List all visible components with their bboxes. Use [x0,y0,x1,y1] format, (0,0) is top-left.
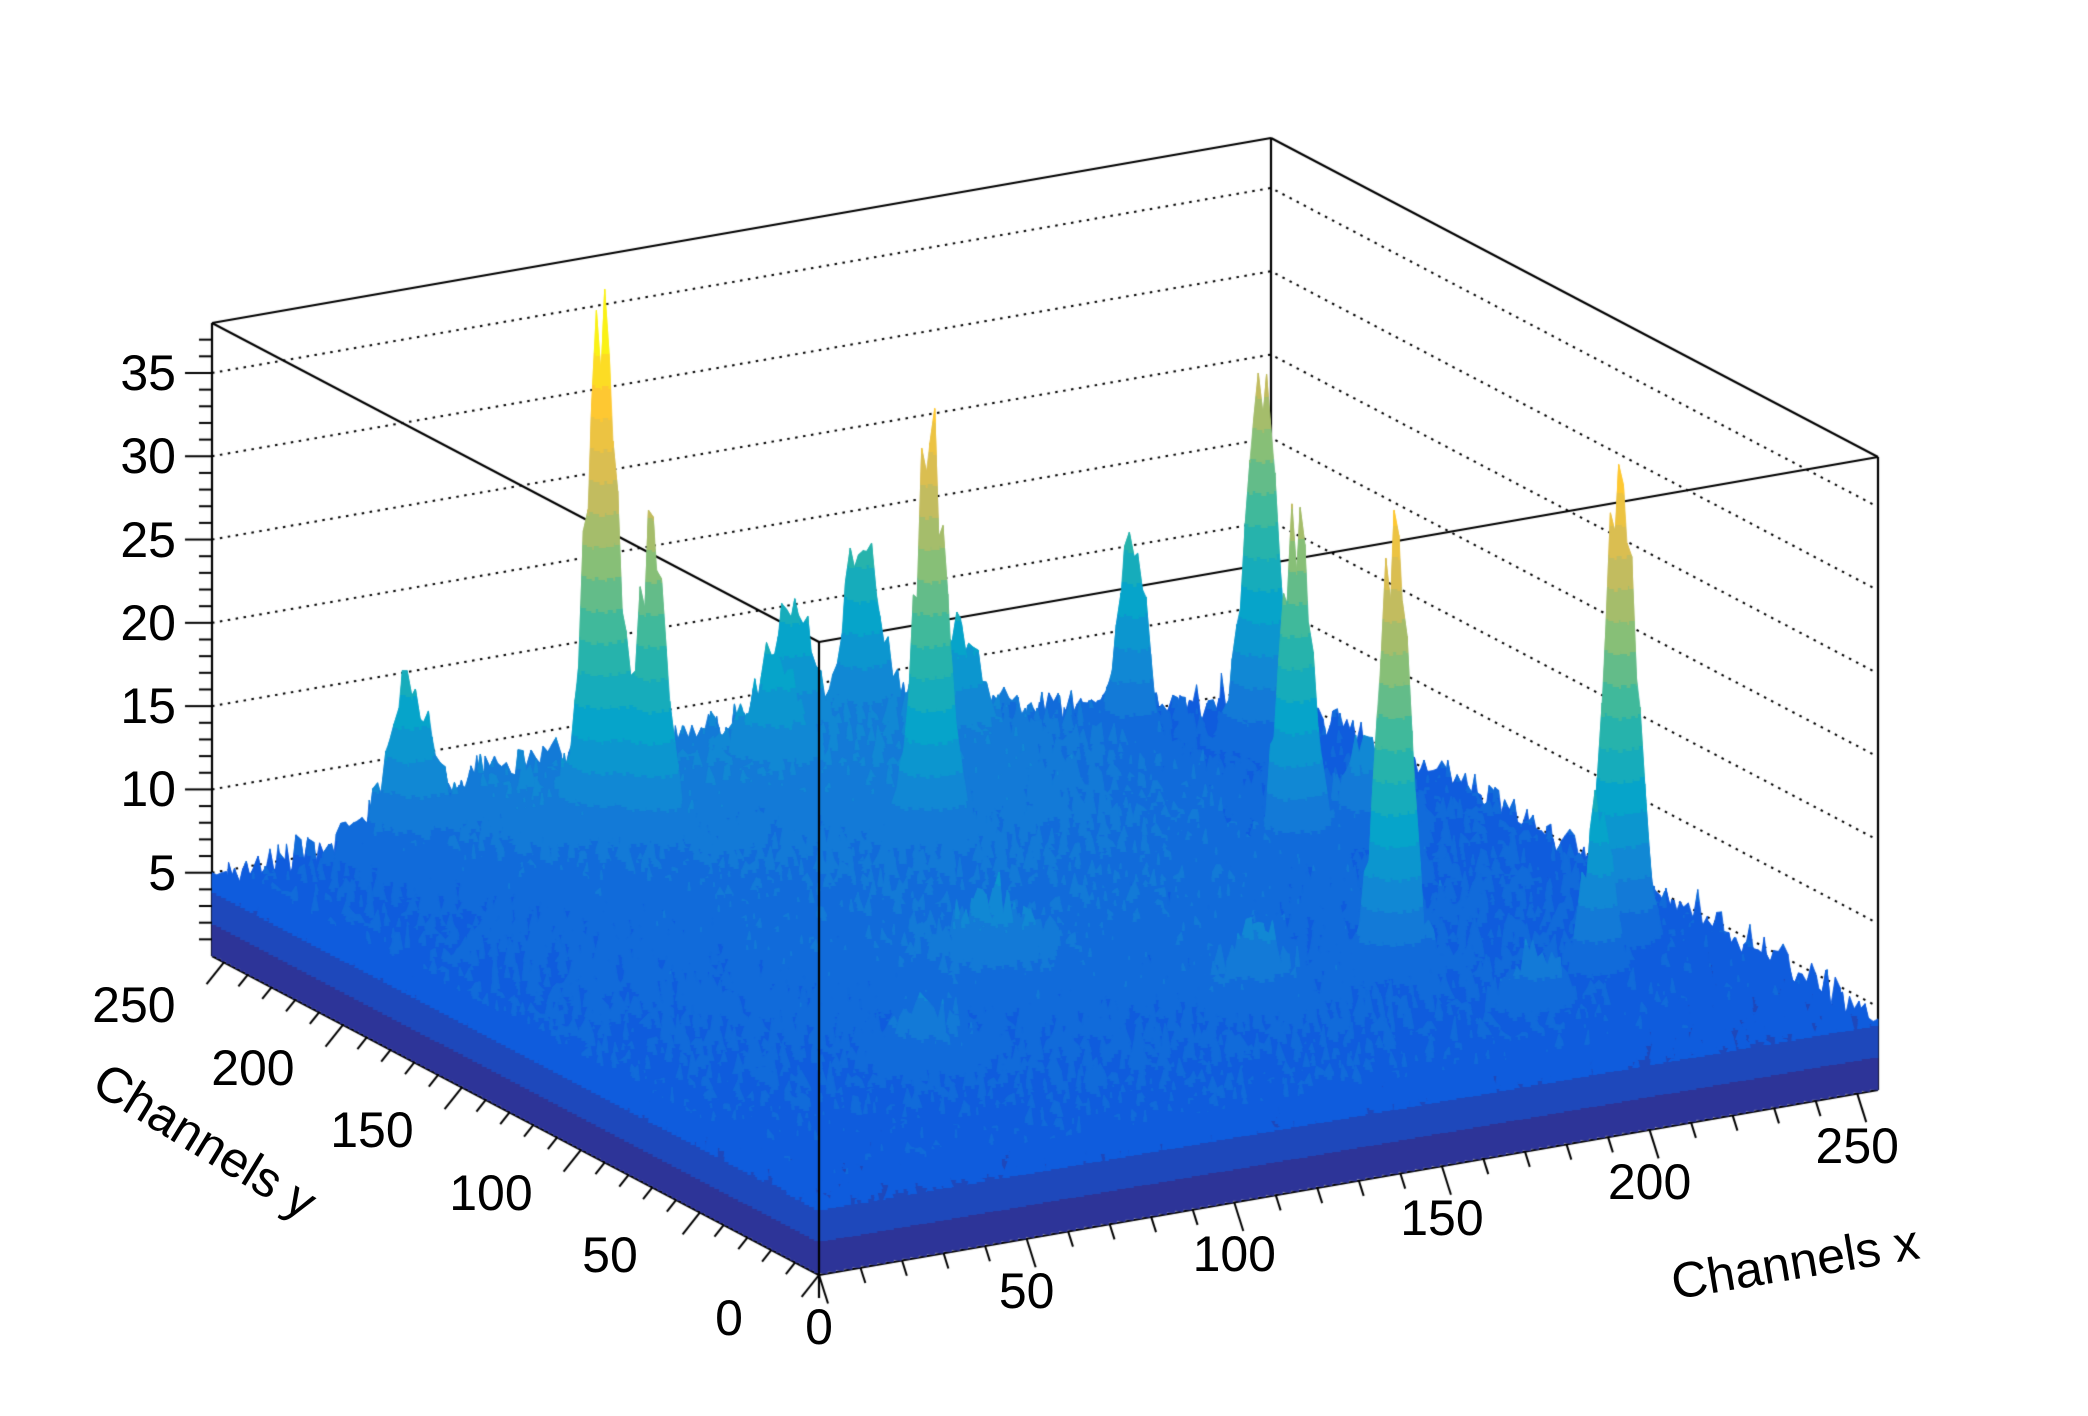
z-tick-label: 30 [120,428,176,485]
y-tick-label: 150 [330,1102,414,1159]
z-tick-label: 15 [120,678,176,735]
y-tick-label: 200 [211,1039,295,1096]
z-tick-label: 35 [120,344,176,401]
x-tick-label: 200 [1607,1153,1692,1210]
x-tick-label: 0 [805,1299,833,1355]
y-tick-label: 50 [582,1227,638,1284]
x-tick-label: 50 [998,1262,1055,1319]
y-tick-label: 250 [92,977,176,1034]
x-tick-label: 150 [1400,1190,1484,1247]
z-tick-label: 25 [120,511,176,568]
x-tick-label: 100 [1192,1226,1276,1283]
x-tick-label: 250 [1815,1117,1899,1174]
y-tick-label: 100 [449,1164,533,1221]
y-tick-label: 0 [715,1290,743,1346]
z-tick-label: 10 [120,761,176,818]
z-tick-label: 20 [120,594,176,651]
z-tick-label: 5 [148,844,176,901]
